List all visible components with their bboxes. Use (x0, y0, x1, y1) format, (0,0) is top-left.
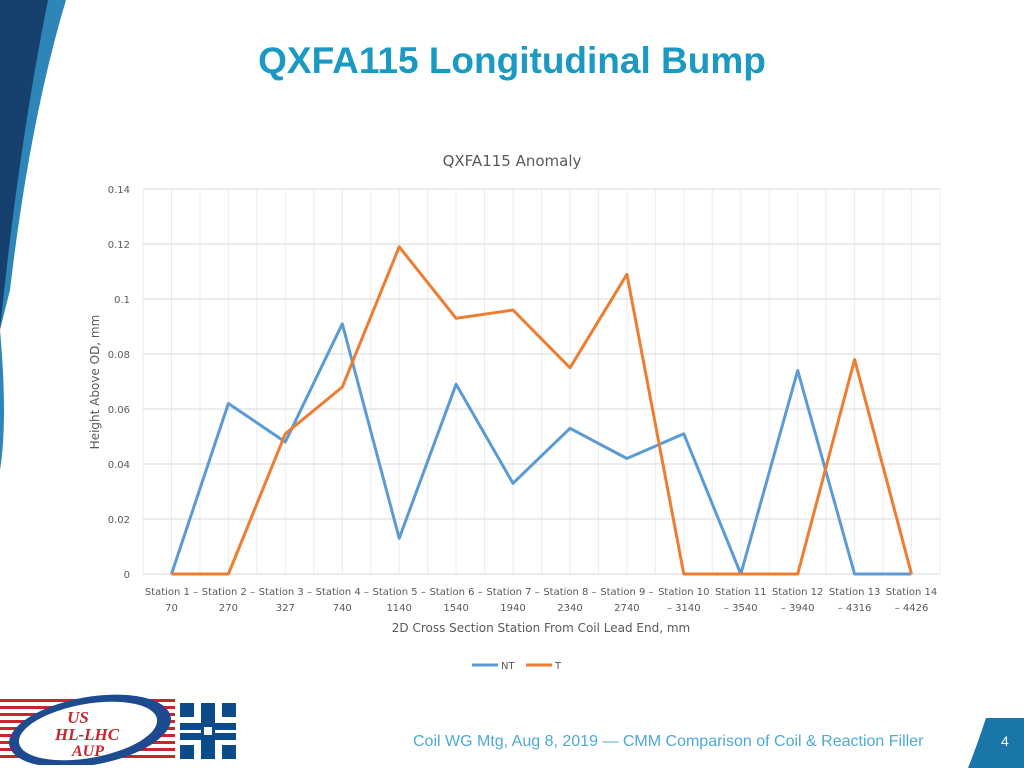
x-tick-label: 270 (219, 603, 238, 614)
y-tick-label: 0.08 (108, 350, 130, 361)
x-tick-label: 740 (333, 603, 352, 614)
x-tick-label: Station 10 (658, 587, 709, 598)
x-tick-label: – 4316 (838, 603, 872, 614)
page-title: QXFA115 Longitudinal Bump (258, 40, 766, 81)
x-tick-label: Station 12 (772, 587, 823, 598)
y-tick-label: 0.02 (108, 515, 130, 526)
x-tick-label: Station 14 (886, 587, 937, 598)
chart-series (170, 245, 913, 576)
x-tick-label: Station 8 – (543, 587, 596, 598)
y-axis-ticks: 0 0.02 0.04 0.06 0.08 0.1 0.12 0.14 (108, 185, 130, 581)
footer-text: Coil WG Mtg, Aug 8, 2019 — CMM Compariso… (413, 733, 924, 750)
x-tick-label: – 4426 (895, 603, 929, 614)
chart-legend: NT T (472, 661, 562, 672)
x-tick-label: 2740 (614, 603, 639, 614)
page-number: 4 (1001, 733, 1009, 749)
x-tick-label: Station 6 – (429, 587, 482, 598)
y-tick-label: 0.12 (108, 240, 130, 251)
y-tick-label: 0.14 (108, 185, 130, 196)
x-tick-label: Station 4 – (316, 587, 369, 598)
x-tick-label: – 3540 (724, 603, 758, 614)
x-tick-label: 1940 (500, 603, 525, 614)
x-tick-label: 70 (165, 603, 178, 614)
y-axis-label: Height Above OD, mm (88, 315, 102, 450)
x-tick-label: Station 1 – (145, 587, 198, 598)
fermilab-logo (180, 703, 236, 759)
us-hl-lhc-aup-logo: US HL-LHC AUP (0, 694, 175, 765)
x-tick-label: Station 7 – (486, 587, 539, 598)
x-tick-label: Station 3 – (259, 587, 312, 598)
x-tick-label: Station 5 – (373, 587, 426, 598)
x-tick-label: – 3940 (781, 603, 815, 614)
x-tick-label: Station 11 (715, 587, 766, 598)
x-tick-label: Station 13 (829, 587, 880, 598)
svg-text:HL-LHC: HL-LHC (54, 725, 120, 744)
x-tick-label: – 3140 (667, 603, 701, 614)
x-tick-label: 1140 (386, 603, 411, 614)
x-tick-label: Station 2 – (202, 587, 255, 598)
x-axis-ticks: Station 1 – 70 Station 2 – 270 Station 3 – 32… (145, 587, 937, 614)
svg-text:US: US (67, 708, 89, 727)
x-tick-label: Station 9 – (600, 587, 653, 598)
legend-label: NT (501, 661, 515, 672)
x-axis-label: 2D Cross Section Station From Coil Lead … (392, 621, 690, 635)
x-tick-label: 327 (276, 603, 295, 614)
y-tick-label: 0.06 (108, 405, 130, 416)
y-tick-label: 0.04 (108, 460, 130, 471)
y-tick-label: 0 (124, 570, 130, 581)
y-tick-label: 0.1 (114, 295, 130, 306)
series-line-nt (170, 322, 912, 576)
svg-text:AUP: AUP (71, 743, 104, 760)
x-tick-label: 2340 (557, 603, 582, 614)
page-number-badge (968, 718, 1024, 768)
chart-title: QXFA115 Anomaly (443, 152, 582, 170)
series-line-t (171, 245, 913, 576)
chart-gridlines (142, 188, 941, 575)
legend-label: T (554, 661, 562, 672)
x-tick-label: 1540 (443, 603, 468, 614)
decorative-swoosh (0, 0, 66, 470)
